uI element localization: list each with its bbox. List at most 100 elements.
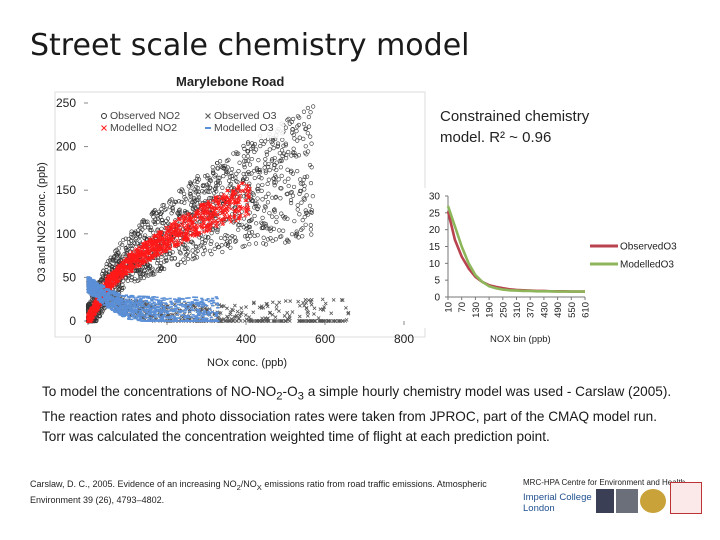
data-point [117, 292, 121, 295]
data-point [136, 252, 141, 257]
inset-y-tick-label: 20 [429, 225, 441, 236]
data-point [301, 122, 307, 127]
data-point [231, 151, 236, 156]
data-point [149, 303, 153, 306]
data-point [123, 311, 127, 313]
data-point [143, 242, 148, 247]
data-point [86, 319, 91, 323]
data-point [111, 272, 116, 277]
inset-y-tick-label: 10 [429, 259, 441, 270]
data-point [267, 211, 272, 216]
data-point [132, 276, 137, 282]
data-point [197, 302, 201, 304]
data-point [133, 248, 138, 252]
data-point [204, 229, 209, 234]
data-point [177, 297, 181, 299]
data-point [300, 217, 305, 223]
data-point [202, 173, 208, 179]
data-point [237, 160, 242, 165]
data-point [89, 282, 93, 284]
data-point [147, 239, 152, 244]
data-point [97, 287, 102, 289]
data-point [283, 240, 288, 245]
data-point [88, 291, 92, 293]
data-point [94, 288, 98, 291]
data-point [273, 194, 279, 199]
data-point [301, 136, 306, 141]
data-point [297, 212, 302, 217]
data-point [306, 114, 311, 120]
data-point [242, 146, 247, 151]
data-point [221, 173, 226, 179]
data-point [160, 316, 165, 319]
data-point [303, 126, 309, 131]
data-point [105, 304, 110, 306]
data-point [120, 285, 125, 291]
data-point [93, 289, 97, 291]
data-point [160, 220, 165, 226]
data-point [169, 306, 173, 308]
data-point [108, 297, 113, 299]
data-point [209, 202, 213, 207]
data-point [153, 314, 157, 317]
data-point [140, 295, 144, 298]
data-point [205, 185, 210, 190]
data-point [130, 318, 134, 321]
data-point [115, 292, 119, 294]
inset-x-tick-label: 190 [485, 302, 496, 318]
data-point [275, 144, 280, 149]
data-point [219, 317, 224, 322]
data-point [152, 296, 156, 298]
data-point [202, 190, 207, 195]
data-point [95, 284, 99, 286]
data-point [213, 318, 218, 321]
data-point [249, 146, 254, 151]
data-point [164, 303, 168, 305]
data-point [177, 250, 182, 255]
data-point [90, 288, 94, 291]
data-point [198, 311, 202, 314]
y-tick-label: 50 [63, 270, 77, 284]
data-point [190, 206, 196, 211]
data-point [137, 263, 142, 268]
data-point [111, 305, 115, 308]
data-point [173, 298, 177, 300]
data-point [172, 243, 177, 248]
data-point [283, 214, 288, 220]
data-point [286, 318, 291, 322]
data-point [202, 240, 207, 246]
data-point [297, 191, 302, 196]
data-point [308, 180, 314, 186]
data-point [162, 315, 166, 318]
data-point [145, 248, 150, 252]
data-point [225, 188, 229, 193]
data-point [190, 256, 195, 262]
data-point [297, 303, 302, 308]
data-point [201, 313, 205, 316]
data-point [158, 263, 163, 269]
data-point [148, 225, 153, 230]
data-point [179, 187, 184, 192]
data-point [112, 310, 117, 313]
data-point [196, 208, 201, 213]
data-point [200, 297, 204, 300]
y-tick-label: 150 [56, 183, 76, 197]
data-point [157, 309, 161, 311]
data-point [233, 239, 238, 244]
data-point [258, 143, 263, 149]
data-point [113, 257, 118, 263]
data-point [266, 177, 271, 182]
data-point [259, 176, 264, 181]
data-point [295, 203, 300, 208]
data-point [224, 171, 229, 176]
data-point [110, 257, 116, 263]
data-point [285, 118, 290, 123]
data-point [300, 181, 305, 186]
data-point [269, 158, 274, 163]
partner-logo-2 [640, 489, 666, 513]
data-point [154, 247, 159, 252]
data-point [312, 306, 317, 311]
data-point [265, 181, 270, 186]
data-point [168, 297, 172, 300]
data-point [239, 306, 244, 311]
